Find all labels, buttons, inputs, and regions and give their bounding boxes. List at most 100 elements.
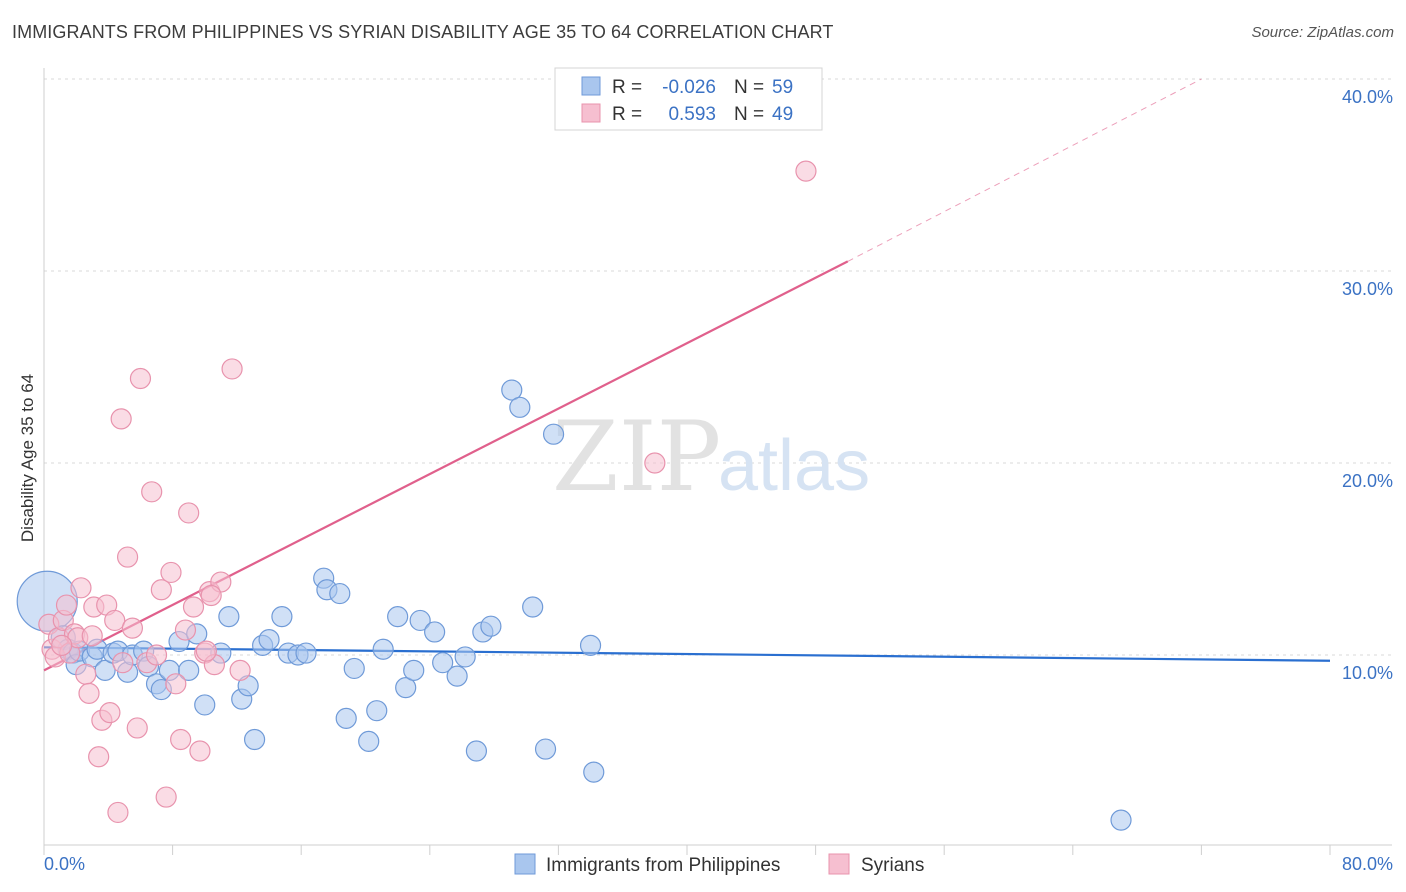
legend-n-value-1: 59 bbox=[772, 77, 793, 98]
syrians-point-26 bbox=[145, 644, 168, 666]
bottom-legend-label-philippines: Immigrants from Philippines bbox=[546, 855, 780, 876]
x-tick-label-min: 0.0% bbox=[44, 854, 85, 874]
philippines-point-56 bbox=[542, 423, 565, 445]
bottom-legend-label-syrians: Syrians bbox=[861, 855, 924, 876]
watermark: ZIP atlas bbox=[552, 401, 870, 513]
philippines-point-19 bbox=[178, 659, 200, 681]
legend-r-label-2: R = bbox=[612, 104, 642, 125]
series-legend: Immigrants from Philippines Syrians bbox=[514, 853, 924, 876]
philippines-point-47 bbox=[446, 665, 468, 687]
source-credit: Source: ZipAtlas.com bbox=[1251, 24, 1394, 41]
syrians-point-44 bbox=[81, 625, 103, 647]
philippines-point-37 bbox=[343, 657, 365, 680]
philippines-point-41 bbox=[387, 605, 409, 628]
syrians-point-40 bbox=[200, 584, 222, 607]
philippines-point-52 bbox=[501, 379, 523, 401]
legend-n-label-2: N = bbox=[734, 104, 764, 125]
philippines-point-21 bbox=[194, 694, 216, 716]
y-tick-label-0: 10.0% bbox=[1342, 663, 1393, 683]
philippines-point-28 bbox=[258, 629, 280, 651]
syrians-point-19 bbox=[110, 408, 132, 430]
y-tick-label-3: 40.0% bbox=[1342, 87, 1393, 107]
philippines-point-40 bbox=[372, 638, 394, 660]
axes bbox=[43, 68, 1392, 855]
syrians-point-17 bbox=[104, 609, 126, 632]
syrians-point-48 bbox=[795, 160, 817, 182]
philippines-point-43 bbox=[403, 659, 425, 681]
legend-r-value-2: 0.593 bbox=[668, 104, 716, 125]
philippines-point-35 bbox=[329, 582, 351, 605]
philippines-point-29 bbox=[271, 605, 293, 628]
syrians-point-34 bbox=[182, 596, 205, 618]
philippines-point-58 bbox=[583, 761, 605, 783]
syrians-point-18 bbox=[107, 801, 129, 824]
bottom-legend-swatch-syrians bbox=[828, 853, 850, 875]
trend-line-philippines bbox=[43, 646, 1331, 662]
philippines-point-45 bbox=[424, 621, 446, 643]
syrians-point-31 bbox=[170, 728, 192, 751]
trend-line-syrians-extension bbox=[847, 78, 1202, 262]
bottom-legend-swatch-philippines bbox=[514, 853, 536, 875]
syrians-point-43 bbox=[229, 659, 251, 681]
philippines-point-39 bbox=[366, 700, 388, 722]
syrians-point-9 bbox=[70, 577, 92, 599]
x-tick-label-max: 80.0% bbox=[1342, 854, 1393, 874]
syrians-point-16 bbox=[99, 701, 121, 724]
syrians-point-33 bbox=[178, 502, 200, 524]
legend-n-value-2: 49 bbox=[772, 104, 793, 125]
syrians-point-32 bbox=[174, 619, 197, 641]
syrians-point-27 bbox=[150, 579, 172, 601]
syrians-point-13 bbox=[88, 746, 110, 768]
chart-title: IMMIGRANTS FROM PHILIPPINES VS SYRIAN DI… bbox=[12, 22, 834, 42]
legend-swatch-philippines bbox=[581, 76, 601, 96]
syrians-point-22 bbox=[126, 717, 148, 739]
philippines-point-44 bbox=[409, 609, 431, 632]
syrians-point-46 bbox=[112, 652, 134, 674]
syrians-point-30 bbox=[165, 673, 187, 695]
correlation-legend: R = -0.026 N = 59 R = 0.593 N = 49 bbox=[554, 67, 823, 131]
philippines-point-38 bbox=[358, 730, 380, 753]
watermark-zip: ZIP bbox=[552, 401, 721, 513]
philippines-point-54 bbox=[522, 596, 544, 618]
philippines-point-36 bbox=[335, 707, 357, 729]
philippines-point-26 bbox=[243, 728, 266, 751]
syrians-point-5 bbox=[55, 594, 78, 616]
syrians-point-11 bbox=[78, 682, 100, 705]
legend-n-label-1: N = bbox=[734, 77, 764, 98]
philippines-point-42 bbox=[395, 677, 417, 699]
syrians-point-41 bbox=[195, 640, 217, 662]
philippines-point-49 bbox=[465, 740, 488, 762]
philippines-point-55 bbox=[534, 738, 557, 760]
syrians-point-21 bbox=[121, 617, 144, 639]
trend-line-syrians bbox=[43, 260, 849, 672]
syrians-point-10 bbox=[75, 663, 97, 685]
philippines-point-51 bbox=[480, 615, 502, 637]
syrians-point-28 bbox=[155, 786, 177, 808]
y-tick-label-1: 20.0% bbox=[1342, 471, 1393, 491]
philippines-point-57 bbox=[579, 634, 602, 657]
syrians-point-47 bbox=[644, 452, 666, 474]
watermark-atlas: atlas bbox=[718, 426, 870, 506]
philippines-point-53 bbox=[509, 396, 531, 418]
syrians-point-25 bbox=[141, 481, 163, 503]
legend-swatch-syrians bbox=[581, 103, 601, 123]
philippines-point-46 bbox=[432, 652, 454, 674]
syrians-point-35 bbox=[189, 740, 211, 762]
y-axis-label: Disability Age 35 to 64 bbox=[18, 374, 37, 542]
legend-r-value-1: -0.026 bbox=[662, 77, 716, 98]
syrians-point-42 bbox=[221, 358, 243, 380]
philippines-point-23 bbox=[218, 605, 240, 628]
syrians-point-45 bbox=[51, 634, 73, 657]
syrians-point-29 bbox=[160, 561, 182, 584]
syrians-point-23 bbox=[129, 367, 152, 390]
y-tick-label-2: 30.0% bbox=[1342, 279, 1393, 299]
philippines-point-32 bbox=[295, 642, 317, 664]
philippines-point-48 bbox=[454, 646, 476, 668]
x-tick-labels: 0.0% 80.0% bbox=[44, 854, 1393, 874]
series-syrians-points bbox=[38, 160, 817, 824]
philippines-point-59 bbox=[1110, 809, 1132, 831]
legend-r-label-1: R = bbox=[612, 77, 642, 98]
syrians-point-20 bbox=[116, 546, 139, 568]
y-tick-labels: 10.0% 20.0% 30.0% 40.0% bbox=[1342, 87, 1393, 683]
